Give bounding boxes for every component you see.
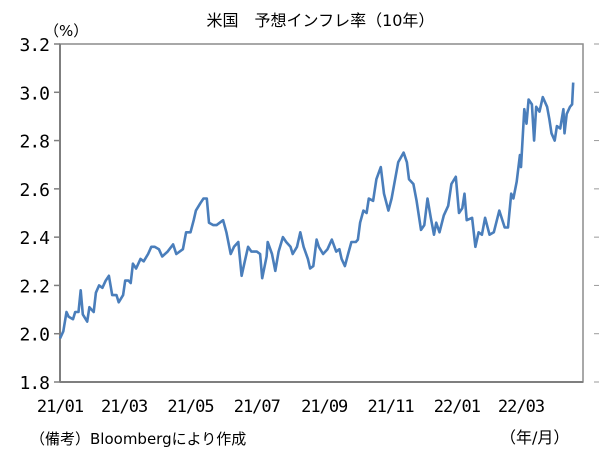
- x-tick-label: 21/01: [37, 397, 84, 417]
- x-tick-label: 21/03: [101, 397, 147, 417]
- y-tick-label: 2.6: [19, 180, 49, 201]
- chart-title: 米国 予想インフレ率（10年）: [206, 11, 435, 30]
- x-axis-unit: （年/月）: [500, 428, 570, 447]
- y-tick-label: 3.2: [19, 35, 49, 56]
- x-tick-label: 21/05: [167, 397, 213, 417]
- x-tick-label: 21/11: [367, 397, 414, 417]
- y-tick-label: 2.4: [19, 228, 49, 249]
- source-note: （備考）Bloombergにより作成: [30, 430, 247, 448]
- x-tick-label: 22/03: [498, 397, 544, 417]
- plot-frame: [59, 43, 584, 383]
- y-tick-label: 2.0: [19, 325, 49, 346]
- x-tick-label: 21/07: [234, 397, 280, 417]
- x-tick-label: 22/01: [434, 397, 481, 417]
- y-tick-label: 2.2: [19, 276, 49, 297]
- x-tick-label: 21/09: [301, 397, 348, 417]
- series-line: [58, 82, 575, 340]
- y-tick-label: 3.0: [19, 83, 49, 104]
- y-axis-unit: （%）: [44, 22, 89, 40]
- y-tick-label: 2.8: [19, 132, 49, 153]
- y-tick-label: 1.8: [19, 373, 49, 394]
